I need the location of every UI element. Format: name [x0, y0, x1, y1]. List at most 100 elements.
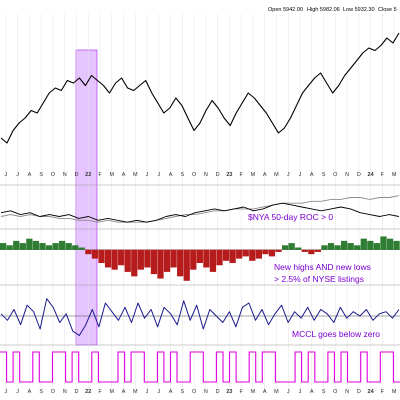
- x-tick-label: M: [274, 172, 279, 178]
- x-tick-label: D: [216, 172, 220, 178]
- x-tick-label-bottom: F: [239, 389, 243, 395]
- nhnl-bar: [308, 249, 315, 255]
- x-tick-label-bottom: M: [392, 389, 397, 395]
- ohlc-open-value: 5942.00: [283, 7, 303, 13]
- nhnl-bar: [334, 245, 341, 250]
- nhnl-bar: [104, 249, 112, 268]
- x-tick-label: D: [357, 172, 361, 178]
- x-tick-label-bottom: M: [109, 389, 114, 395]
- roc-panel: [0, 195, 400, 223]
- nhnl-bar: [163, 249, 171, 272]
- ohlc-close-label: Close: [378, 7, 392, 13]
- x-tick-label-bottom: 23: [226, 389, 232, 395]
- nhnl-bar: [78, 247, 85, 250]
- x-tick-label-bottom: O: [192, 389, 197, 395]
- x-tick-label: S: [39, 172, 43, 178]
- nhnl-annotation-line-2: > 2.5% of NYSE listings: [274, 274, 364, 284]
- roc-annotation: $NYA 50-day ROC > 0: [248, 212, 333, 222]
- x-tick-label: 24: [368, 172, 375, 178]
- x-tick-label-bottom: O: [51, 389, 56, 395]
- nhnl-bar: [321, 245, 328, 250]
- nhnl-bar: [72, 245, 79, 250]
- nhnl-bar: [32, 240, 40, 250]
- x-tick-label: F: [98, 172, 102, 178]
- x-tick-label-bottom: F: [98, 389, 102, 395]
- x-tick-label: A: [122, 172, 126, 178]
- nhnl-bar: [354, 245, 361, 250]
- nhnl-bar: [367, 240, 374, 250]
- x-tick-label: J: [146, 172, 149, 178]
- roc-series-line-1: [0, 202, 400, 223]
- nhnl-bar: [111, 249, 118, 270]
- nhnl-bar: [216, 249, 223, 266]
- nhnl-bar: [295, 247, 302, 250]
- nhnl-bar: [229, 249, 236, 264]
- x-tick-label: A: [263, 172, 267, 178]
- ohlc-high-value: 5982.06: [320, 7, 340, 13]
- nhnl-bar: [183, 249, 190, 281]
- nhnl-bar: [137, 249, 144, 270]
- ohlc-low-label: Low: [343, 7, 353, 13]
- x-tick-label: M: [109, 172, 114, 178]
- x-tick-label-bottom: J: [299, 389, 302, 395]
- x-tick-label-bottom: 22: [85, 389, 91, 395]
- x-tick-label-bottom: S: [181, 389, 185, 395]
- nhnl-bar: [340, 240, 348, 250]
- ohlc-readout: Open 5942.00 High 5982.06 Low 5932.30 Cl…: [268, 7, 397, 13]
- x-tick-label: O: [51, 172, 56, 178]
- mccl-panel: [0, 298, 400, 336]
- x-tick-label: O: [333, 172, 338, 178]
- x-tick-label: 23: [226, 172, 232, 178]
- x-tick-label: J: [299, 172, 302, 178]
- ohlc-close-value: 5: [394, 7, 397, 13]
- signal-panel: [0, 351, 400, 383]
- x-tick-label-bottom: A: [263, 389, 267, 395]
- ohlc-open-label: Open: [268, 7, 281, 13]
- nhnl-bar: [190, 249, 197, 270]
- nhnl-bar: [131, 249, 138, 277]
- svg-text:Open 5942.00: Open 5942.00: [268, 7, 303, 13]
- x-tick-label-bottom: A: [28, 389, 32, 395]
- nhnl-bar: [288, 243, 295, 250]
- x-tick-label: N: [204, 172, 208, 178]
- x-tick-label: S: [181, 172, 185, 178]
- x-tick-label-bottom: J: [287, 389, 290, 395]
- nhnl-bar: [150, 249, 158, 275]
- ohlc-low-value: 5932.30: [355, 7, 375, 13]
- nhnl-bar: [222, 249, 230, 261]
- x-tick-label-bottom: F: [381, 389, 385, 395]
- nhnl-bar: [39, 243, 46, 250]
- price-panel: [0, 32, 400, 144]
- x-tick-label: J: [287, 172, 290, 178]
- nhnl-bar: [360, 238, 367, 250]
- signal-series-line: [0, 351, 400, 383]
- nhnl-bar: [268, 249, 276, 257]
- nhnl-bar: [85, 249, 92, 255]
- nhnl-bar: [380, 236, 387, 250]
- nhnl-bar: [6, 245, 13, 250]
- ohlc-high-label: High: [307, 7, 318, 13]
- nhnl-bar: [124, 249, 131, 272]
- nhnl-bar: [118, 249, 125, 266]
- svg-text:Close 5: Close 5: [378, 7, 397, 13]
- x-tick-label: A: [310, 172, 314, 178]
- nhnl-bar: [373, 243, 381, 250]
- nhnl-bar: [196, 249, 203, 264]
- nhnl-bar: [209, 249, 217, 272]
- nhnl-bar: [26, 238, 33, 250]
- nhnl-bar: [13, 240, 20, 250]
- x-tick-label: A: [28, 172, 32, 178]
- x-tick-label: N: [63, 172, 67, 178]
- nhnl-bar: [52, 243, 59, 250]
- nhnl-bar: [91, 249, 99, 259]
- x-tick-label-bottom: S: [322, 389, 326, 395]
- x-tick-label-bottom: J: [157, 389, 160, 395]
- nhnl-bar: [98, 249, 105, 264]
- nhnl-bar: [301, 249, 308, 252]
- x-tick-label-bottom: A: [122, 389, 126, 395]
- x-tick-label: D: [74, 172, 78, 178]
- highlight-band: [75, 49, 98, 346]
- x-tick-label-bottom: M: [274, 389, 279, 395]
